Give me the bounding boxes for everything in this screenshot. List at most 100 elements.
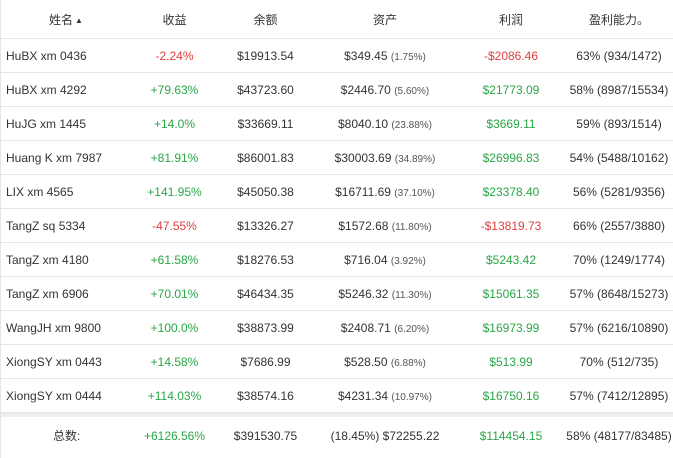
table-row[interactable]: HuBX xm 0436 -2.24% $19913.54 $349.45 (1.75… [1,38,673,73]
assets-percent: (10.97%) [391,391,432,403]
cell-profit: $5243.42 [457,242,565,277]
cell-assets: $5246.32 (11.30%) [313,276,457,311]
cell-balance: $13326.27 [218,208,313,243]
cell-name: XiongSY xm 0444 [1,378,131,413]
header-profitability[interactable]: 盈利能力。 [565,0,673,39]
assets-value: $16711.69 [335,184,391,199]
cell-balance: $43723.60 [218,72,313,107]
assets-value: $30003.69 [334,150,392,165]
cell-name: HuBX xm 4292 [1,72,131,107]
cell-profit: $16973.99 [457,310,565,345]
assets-percent: (37.10%) [394,187,435,199]
table-header: 姓名 ▲ 收益 余额 资产 利润 盈利能力。 [1,0,673,39]
cell-profitability: 57% (7412/12895) [565,378,673,413]
cell-profitability: 66% (2557/3880) [565,208,673,243]
assets-value: $528.50 [344,354,388,369]
cell-profitability: 57% (6216/10890) [565,310,673,345]
cell-assets: $2408.71 (6.20%) [313,310,457,345]
assets-value: $716.04 [344,252,388,267]
totals-divider-cell [1,412,673,417]
cell-balance: $38873.99 [218,310,313,345]
cell-name: TangZ xm 6906 [1,276,131,311]
table-footer: 总数: +6126.56% $391530.75 (18.45%) $72255… [1,417,673,454]
cell-profitability: 70% (512/735) [565,344,673,379]
table-row[interactable]: LIX xm 4565 +141.95% $45050.38 $16711.69 (3… [1,174,673,209]
table-row[interactable]: WangJH xm 9800 +100.0% $38873.99 $2408.71 (… [1,310,673,345]
table-row[interactable]: Huang K xm 7987 +81.91% $86001.83 $30003.69… [1,140,673,175]
header-name[interactable]: 姓名 ▲ [1,0,131,39]
assets-value: $4231.34 [338,388,389,403]
totals-divider [1,412,673,417]
cell-profitability: 56% (5281/9356) [565,174,673,209]
assets-value: $5246.32 [338,286,389,301]
header-profit[interactable]: 利润 [457,0,565,39]
table-row[interactable]: HuBX xm 4292 +79.63% $43723.60 $2446.70 (5.… [1,72,673,107]
header-return[interactable]: 收益 [131,0,218,39]
cell-name: XiongSY xm 0443 [1,344,131,379]
cell-name: HuBX xm 0436 [1,38,131,73]
totals-profitability: 58% (48177/83485) [566,428,672,443]
cell-profit: $23378.40 [457,174,565,209]
cell-profitability: 57% (8648/15273) [565,276,673,311]
cell-return: -2.24% [131,38,218,73]
cell-assets: $4231.34 (10.97%) [313,378,457,413]
cell-profit: $21773.09 [457,72,565,107]
cell-balance: $7686.99 [218,344,313,379]
cell-return: +79.63% [131,72,218,107]
cell-balance: $45050.38 [218,174,313,209]
cell-balance: $33669.11 [218,106,313,141]
cell-profit: -$2086.46 [457,38,565,73]
cell-return: +61.58% [131,242,218,277]
cell-assets: $349.45 (1.75%) [313,38,457,73]
cell-profitability: 58% (8987/15534) [565,72,673,107]
assets-percent: (3.92%) [390,255,426,267]
assets-percent: (6.20%) [394,323,430,335]
totals-assets: (18.45%) $72255.22 [330,428,440,443]
sort-ascending-icon: ▲ [75,15,83,25]
assets-value: $1572.68 [338,218,389,233]
assets-percent: (6.88%) [390,357,426,369]
header-balance[interactable]: 余额 [218,0,313,39]
table-row[interactable]: TangZ xm 6906 +70.01% $46434.35 $5246.32 (1… [1,276,673,311]
assets-percent: (23.88%) [391,119,432,131]
assets-percent: (1.75%) [390,51,426,63]
assets-value: $2446.70 [340,82,391,97]
cell-balance: $46434.35 [218,276,313,311]
header-name-label: 姓名 [49,12,74,27]
table-row[interactable]: TangZ xm 4180 +61.58% $18276.53 $716.04 (3.… [1,242,673,277]
cell-return: +81.91% [131,140,218,175]
cell-balance: $38574.16 [218,378,313,413]
table-row[interactable]: TangZ sq 5334 -47.55% $13326.27 $1572.68 (1… [1,208,673,243]
cell-return: +114.03% [131,378,218,413]
cell-profitability: 54% (5488/10162) [565,140,673,175]
cell-profitability: 63% (934/1472) [565,38,673,73]
cell-balance: $19913.54 [218,38,313,73]
assets-value: $2408.71 [340,320,391,335]
cell-assets: $2446.70 (5.60%) [313,72,457,107]
assets-percent: (11.30%) [391,289,432,301]
cell-profit: $15061.35 [457,276,565,311]
cell-profitability: 59% (893/1514) [565,106,673,141]
totals-label: 总数: [53,429,81,443]
table-row[interactable]: XiongSY xm 0444 +114.03% $38574.16 $4231.34… [1,378,673,413]
cell-name: Huang K xm 7987 [1,140,131,175]
cell-return: +14.0% [131,106,218,141]
table-row[interactable]: HuJG xm 1445 +14.0% $33669.11 $8040.10 (23.… [1,106,673,141]
cell-name: LIX xm 4565 [1,174,131,209]
table-row[interactable]: XiongSY xm 0443 +14.58% $7686.99 $528.50 (6… [1,344,673,379]
cell-assets: $30003.69 (34.89%) [313,140,457,175]
assets-percent: (34.89%) [394,153,436,165]
cell-profit: -$13819.73 [457,208,565,243]
assets-percent: (5.60%) [394,85,430,97]
cell-profit: $26996.83 [457,140,565,175]
assets-percent: (11.80%) [391,221,432,233]
cell-name: TangZ xm 4180 [1,242,131,277]
cell-name: WangJH xm 9800 [1,310,131,345]
cell-return: +70.01% [131,276,218,311]
cell-assets: $8040.10 (23.88%) [313,106,457,141]
cell-assets: $528.50 (6.88%) [313,344,457,379]
header-assets[interactable]: 资产 [313,0,457,39]
totals-balance: $391530.75 [233,428,298,443]
cell-name: HuJG xm 1445 [1,106,131,141]
